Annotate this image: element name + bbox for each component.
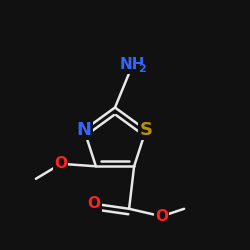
Text: NH: NH xyxy=(120,58,145,72)
Text: S: S xyxy=(140,121,152,139)
Text: 2: 2 xyxy=(138,64,146,74)
Text: O: O xyxy=(88,196,101,211)
Text: O: O xyxy=(54,156,68,171)
Text: O: O xyxy=(155,209,168,224)
Text: N: N xyxy=(76,121,92,139)
